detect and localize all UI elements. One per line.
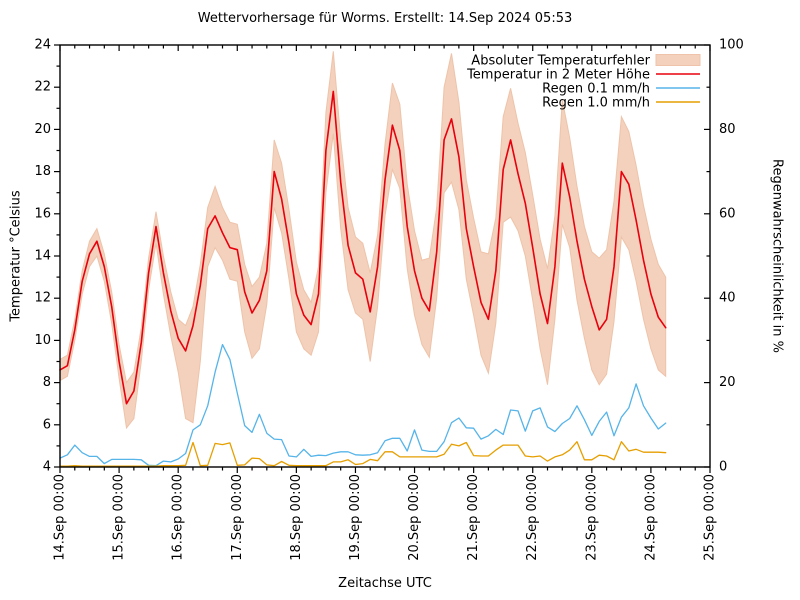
left-tick-label: 10 [34,333,51,348]
x-axis-title: Zeitachse UTC [338,576,432,591]
x-tick-label: 22.Sep 00:00 [525,474,540,561]
x-tick-label: 19.Sep 00:00 [348,474,363,561]
series-line-regen-1-0-mm-h [59,441,667,467]
x-tick-label: 18.Sep 00:00 [289,474,304,561]
plot-series [59,51,667,467]
left-tick-label: 22 [34,80,51,95]
series-line-temperatur-in-2-meter-h-he [59,90,667,405]
left-tick-label: 4 [43,460,51,475]
temperature-error-band [59,51,667,430]
left-tick-label: 18 [34,164,51,179]
right-tick-label: 20 [719,375,736,390]
axis-ticks: 14.Sep 00:00 15.Sep 00:00 16.Sep 00:00 17.S… [34,38,743,561]
legend-label-temp-error: Absoluter Temperaturfehler [471,54,650,69]
right-tick-label: 0 [719,460,727,475]
x-tick-label: 21.Sep 00:00 [466,474,481,561]
left-tick-label: 12 [34,291,51,306]
right-tick-label: 40 [719,291,736,306]
left-tick-label: 8 [43,375,51,390]
right-tick-label: 80 [719,122,736,137]
x-tick-label: 17.Sep 00:00 [230,474,245,561]
x-tick-label: 24.Sep 00:00 [643,474,658,561]
x-tick-label: 16.Sep 00:00 [171,474,186,561]
x-tick-label: 14.Sep 00:00 [53,474,68,561]
plot-border [59,44,711,468]
legend-label-temperature: Temperatur in 2 Meter Höhe [466,68,650,83]
x-tick-label: 20.Sep 00:00 [407,474,422,561]
left-tick-label: 6 [43,417,51,432]
legend: Absoluter Temperaturfehler Temperatur in… [466,54,701,111]
legend-label-rain01: Regen 0.1 mm/h [542,82,650,97]
left-tick-label: 16 [34,206,51,221]
left-tick-label: 24 [34,38,51,53]
x-tick-label: 23.Sep 00:00 [584,474,599,561]
right-tick-label: 60 [719,206,736,221]
x-tick-label: 25.Sep 00:00 [703,474,718,561]
right-axis-title: Regenwahrscheinlichkeit in % [770,159,785,353]
left-tick-label: 20 [34,122,51,137]
series-line-regen-0-1-mm-h [59,343,667,467]
x-tick-label: 15.Sep 00:00 [112,474,127,561]
legend-band-swatch [655,54,701,66]
left-axis-title: Temperatur °Celsius [9,190,24,323]
left-tick-label: 14 [34,249,51,264]
chart-title: Wettervorhersage für Worms. Erstellt: 14… [198,11,573,26]
right-tick-label: 100 [719,38,744,53]
legend-label-rain10: Regen 1.0 mm/h [542,96,650,111]
